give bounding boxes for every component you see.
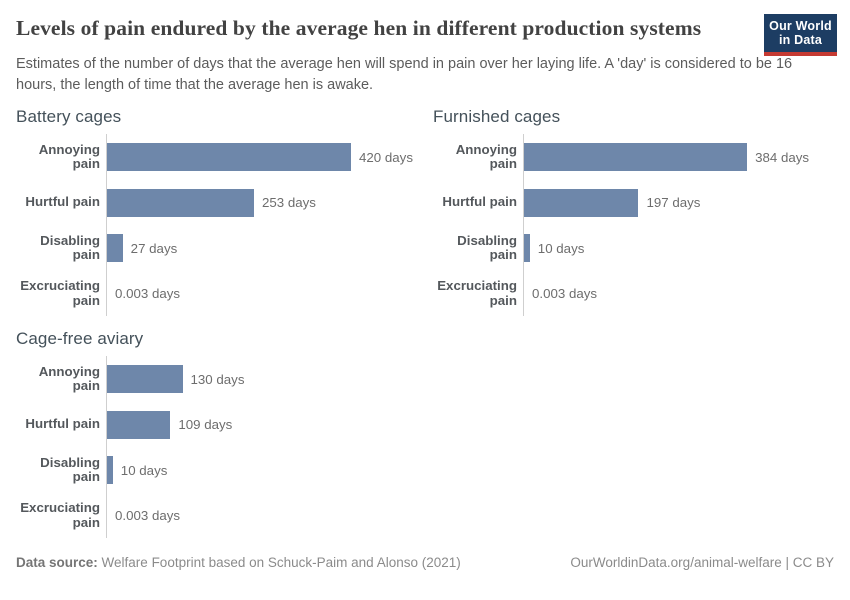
category-label: Excruciating pain [437,278,517,308]
bar-row: 253 days [107,180,417,226]
owid-logo-text-line1: Our World [769,19,832,33]
owid-logo: Our World in Data [764,14,837,56]
charts-grid: Battery cages Annoying pain Hurtful pain D… [16,107,834,539]
bar [107,456,113,485]
value-label: 384 days [755,149,810,165]
panel-body: Annoying pain Hurtful pain Disabling pain E… [16,134,417,317]
bar [107,234,123,263]
attribution: OurWorldinData.org/animal-welfare | CC B… [570,555,834,571]
value-label: 253 days [261,195,316,211]
plot-area: 384 days 197 days 10 days 0.003 days [523,134,834,317]
value-label: 109 days [178,417,233,433]
chart-panel: Battery cages Annoying pain Hurtful pain D… [16,107,417,317]
bar-row: 197 days [524,180,834,226]
bar-row: 130 days [107,356,417,402]
chart-header: Levels of pain endured by the average he… [16,14,837,56]
category-label: Excruciating pain [20,278,100,308]
value-label: 10 days [537,240,585,256]
bar-row: 384 days [524,134,834,180]
category-label: Hurtful pain [25,194,100,210]
data-source-text: Welfare Footprint based on Schuck-Paim a… [101,555,461,571]
value-label: 0.003 days [532,286,598,302]
value-label: 197 days [646,195,701,211]
category-labels: Annoying pain Hurtful pain Disabling pain E… [16,134,106,316]
page-title: Levels of pain endured by the average he… [16,16,702,40]
data-source: Data source: Welfare Footprint based on … [16,555,461,570]
panel-title: Battery cages [16,107,122,127]
bar-row: 109 days [107,402,417,448]
chart-subtitle: Estimates of the number of days that the… [16,56,793,94]
category-label: Disabling pain [40,232,100,263]
value-label: 10 days [120,462,168,478]
bar [524,143,748,172]
chart-footer: Data source: Welfare Footprint based on … [16,555,834,570]
panel-title: Furnished cages [433,107,561,127]
bar-row: 10 days [107,447,417,493]
owid-logo-text-line2: in Data [778,33,823,48]
value-label: 420 days [359,149,413,165]
bar [107,188,254,217]
category-labels: Annoying pain Hurtful pain Disabling pain E… [16,356,106,538]
category-label: Hurtful pain [442,194,517,210]
value-label: 27 days [130,240,178,256]
bar [107,410,171,439]
category-label: Disabling pain [457,232,517,263]
bar-row: 10 days [524,225,834,271]
category-label: Annoying pain [38,363,100,394]
category-label: Excruciating pain [20,500,100,530]
bar-row: 420 days [107,134,417,180]
category-labels: Annoying pain Hurtful pain Disabling pain E… [433,134,523,316]
value-label: 0.003 days [115,508,181,524]
bar-row: 0.003 days [107,493,417,539]
category-label: Annoying pain [455,141,517,172]
bar [524,188,639,217]
panel-body: Annoying pain Hurtful pain Disabling pain E… [16,356,417,539]
chart-panel: Cage-free aviary Annoying pain Hurtful pa… [16,329,417,539]
category-label: Hurtful pain [25,416,100,432]
value-label: 0.003 days [115,286,181,302]
category-label: Disabling pain [40,454,100,485]
bar [524,234,530,263]
category-label: Annoying pain [38,141,100,172]
chart-panel: Furnished cages Annoying pain Hurtful pai… [433,107,834,317]
value-label: 130 days [190,371,245,387]
bar-row: 0.003 days [107,271,417,317]
bar-row: 27 days [107,225,417,271]
plot-area: 420 days 253 days 27 days 0.003 days [106,134,417,317]
data-source-label: Data source: [16,555,98,571]
bar-row: 0.003 days [524,271,834,317]
bar [107,143,351,172]
panel-title: Cage-free aviary [16,329,144,349]
panel-body: Annoying pain Hurtful pain Disabling pain E… [433,134,834,317]
bar [107,365,183,394]
plot-area: 130 days 109 days 10 days 0.003 days [106,356,417,539]
